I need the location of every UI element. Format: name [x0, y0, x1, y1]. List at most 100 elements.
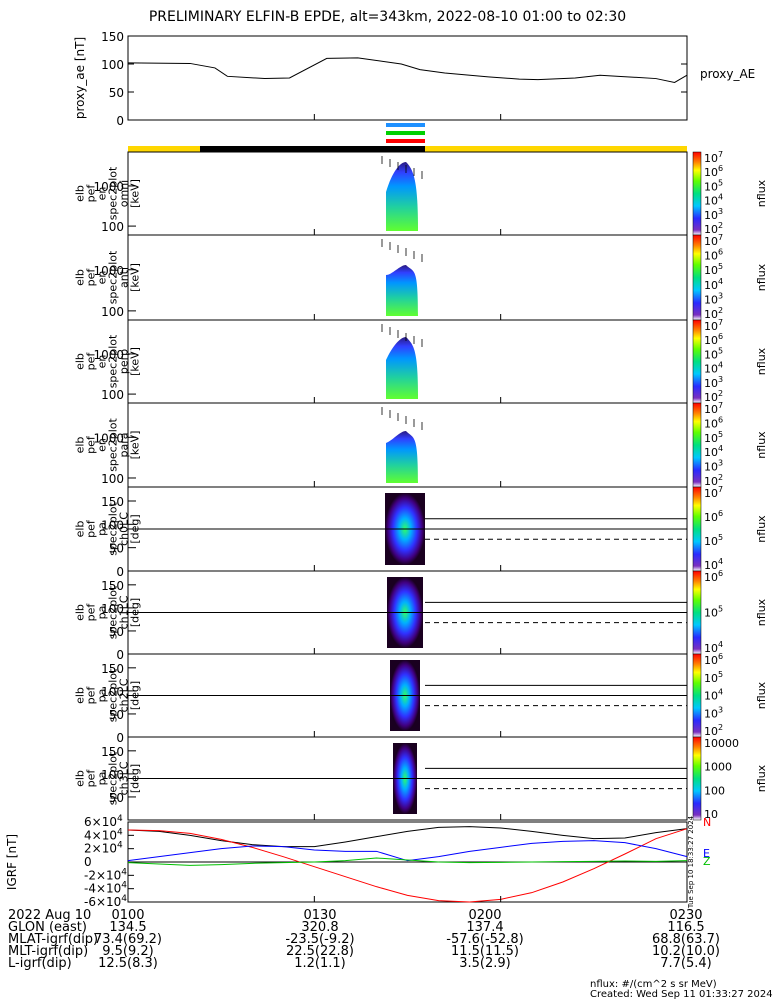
proxy-ae-line — [127, 57, 688, 84]
coverage-bar — [386, 139, 425, 143]
coverage-bar — [386, 123, 425, 127]
colorbar — [692, 736, 702, 821]
igrf-component-line — [127, 840, 688, 862]
colorbar-tick-label: 106 — [704, 248, 723, 263]
spectrogram-ytick-label: 100 — [101, 388, 124, 402]
igrf-ylabel: IGRF [nT] — [5, 834, 19, 890]
spectrogram-fill — [386, 431, 418, 483]
spectrogram-ylabel: elbpefenspec2plotomni[keV] — [74, 166, 142, 220]
coverage-bar — [386, 131, 425, 135]
colorbar-tick-label: 105 — [704, 533, 723, 548]
colorbar-tick-label: 107 — [704, 401, 723, 416]
x-row-value: 0200 — [468, 908, 502, 923]
colorbar-tick-label: 107 — [704, 318, 723, 333]
x-row-value: 12.5(8.3) — [98, 956, 158, 971]
spectrogram-ytick-label: 50 — [109, 791, 124, 805]
spectrogram-ylabel: elbpefpaspec2plotch3LC[deg] — [74, 751, 142, 805]
colorbar — [692, 486, 702, 572]
spectrogram-ytick-label: 1000 — [93, 264, 124, 278]
colorbar-label: nflux — [755, 598, 768, 626]
colorbar-tick-label: 105 — [704, 262, 723, 277]
colorbar-tick-label: 1000 — [704, 761, 732, 774]
spectrogram-ylabel: elbpefenspec2plotanti[keV] — [74, 250, 142, 304]
spectrogram-ytick-label: 50 — [109, 542, 124, 556]
colorbar-tick-label: 102 — [704, 221, 723, 236]
spectrogram-ytick-label: 150 — [101, 579, 124, 593]
x-row-value: 0100 — [111, 908, 145, 923]
spectrogram-fill — [386, 265, 418, 316]
igrf-legend-label: N — [703, 816, 711, 829]
colorbar-tick-label: 104 — [704, 640, 723, 655]
spectrogram-ytick-label: 0 — [116, 565, 124, 579]
x-row-value: 134.5 — [109, 920, 147, 935]
spectrogram-ytick-label: 100 — [101, 220, 124, 234]
colorbar-tick-label: 104 — [704, 557, 723, 572]
spectrogram-fill — [386, 162, 418, 231]
colorbar-tick-label: 105 — [704, 430, 723, 445]
colorbar-tick-label: 103 — [704, 459, 723, 474]
x-row-label: MLT-igrf(dip) — [8, 944, 89, 959]
igrf-component-line — [127, 857, 688, 866]
x-row-value: 11.5(11.5) — [450, 944, 520, 959]
colorbar-label: nflux — [755, 431, 768, 459]
proxy-ae-legend: proxy_AE — [700, 67, 755, 81]
x-row-value: 116.5 — [667, 920, 705, 935]
spectrogram-ytick-label: 50 — [109, 708, 124, 722]
units-note: nflux: #/(cm^2 s sr MeV) — [590, 979, 717, 990]
colorbar — [692, 402, 702, 488]
colorbar-tick-label: 10 — [704, 808, 718, 821]
colorbar-tick-label: 104 — [704, 688, 723, 703]
spectrogram-ytick-label: 1000 — [93, 180, 124, 194]
igrf-ytick-label: 0 — [84, 855, 92, 869]
colorbar-tick-label: 104 — [704, 193, 723, 208]
igrf-ytick-label: -4×104 — [84, 881, 127, 896]
igrf-legend-label: E — [703, 847, 710, 860]
proxy-ae-ytick-label: 50 — [109, 86, 124, 100]
spectrogram-ytick-label: 100 — [101, 472, 124, 486]
spectrogram-ytick-label: 100 — [101, 602, 124, 616]
colorbar — [692, 319, 702, 404]
spectrogram-ytick-label: 0 — [116, 648, 124, 662]
x-row-value: -57.6(-52.8) — [446, 932, 524, 947]
colorbar-tick-label: 10000 — [704, 737, 739, 750]
igrf-component-line — [127, 826, 688, 848]
colorbar-tick-label: 100 — [704, 784, 725, 797]
x-row-value: 7.7(5.4) — [660, 956, 712, 971]
colorbar-tick-label: 103 — [704, 375, 723, 390]
plot-title: PRELIMINARY ELFIN-B EPDE, alt=343km, 202… — [148, 9, 627, 25]
x-row-label: L-igrf(dip) — [8, 956, 72, 971]
colorbar-label: nflux — [755, 179, 768, 207]
colorbar-tick-label: 107 — [704, 233, 723, 248]
spectrogram-ytick-label: 50 — [109, 625, 124, 639]
x-row-value: 22.5(22.8) — [285, 944, 355, 959]
colorbar-label: nflux — [755, 515, 768, 543]
colorbar-tick-label: 104 — [704, 277, 723, 292]
side-timestamp: Tue Sep 10 18:33:27 2024 — [687, 815, 695, 909]
colorbar-tick-label: 102 — [704, 389, 723, 404]
x-row-label: GLON (east) — [8, 920, 87, 935]
igrf-component-line — [127, 828, 688, 903]
spectrogram-ytick-label: 100 — [101, 518, 124, 532]
colorbar-tick-label: 106 — [704, 509, 723, 524]
igrf-ytick-label: -2×104 — [84, 867, 127, 882]
x-row-value: 1.2(1.1) — [294, 956, 346, 971]
spectrogram-ytick-label: 0 — [116, 731, 124, 745]
orbit-status-bar-black — [200, 146, 425, 152]
x-row-value: 10.2(10.0) — [651, 944, 721, 959]
colorbar-tick-label: 104 — [704, 361, 723, 376]
colorbar-tick-label: 102 — [704, 306, 723, 321]
colorbar-tick-label: 103 — [704, 291, 723, 306]
colorbar-tick-label: 105 — [704, 178, 723, 193]
colorbar-tick-label: 104 — [704, 444, 723, 459]
colorbar-tick-label: 102 — [704, 723, 723, 738]
igrf-ytick-label: -6×104 — [84, 894, 127, 909]
proxy-ae-ytick-label: 100 — [101, 58, 124, 72]
colorbar — [692, 234, 702, 321]
colorbar-tick-label: 102 — [704, 473, 723, 488]
spectrogram-ytick-label: 1000 — [93, 348, 124, 362]
colorbar-tick-label: 107 — [704, 150, 723, 165]
colorbar-tick-label: 106 — [704, 652, 723, 667]
spectrogram-ylabel: elbpefenspec2plotpara[keV] — [74, 418, 142, 472]
colorbar-tick-label: 103 — [704, 207, 723, 222]
colorbar-tick-label: 105 — [704, 346, 723, 361]
